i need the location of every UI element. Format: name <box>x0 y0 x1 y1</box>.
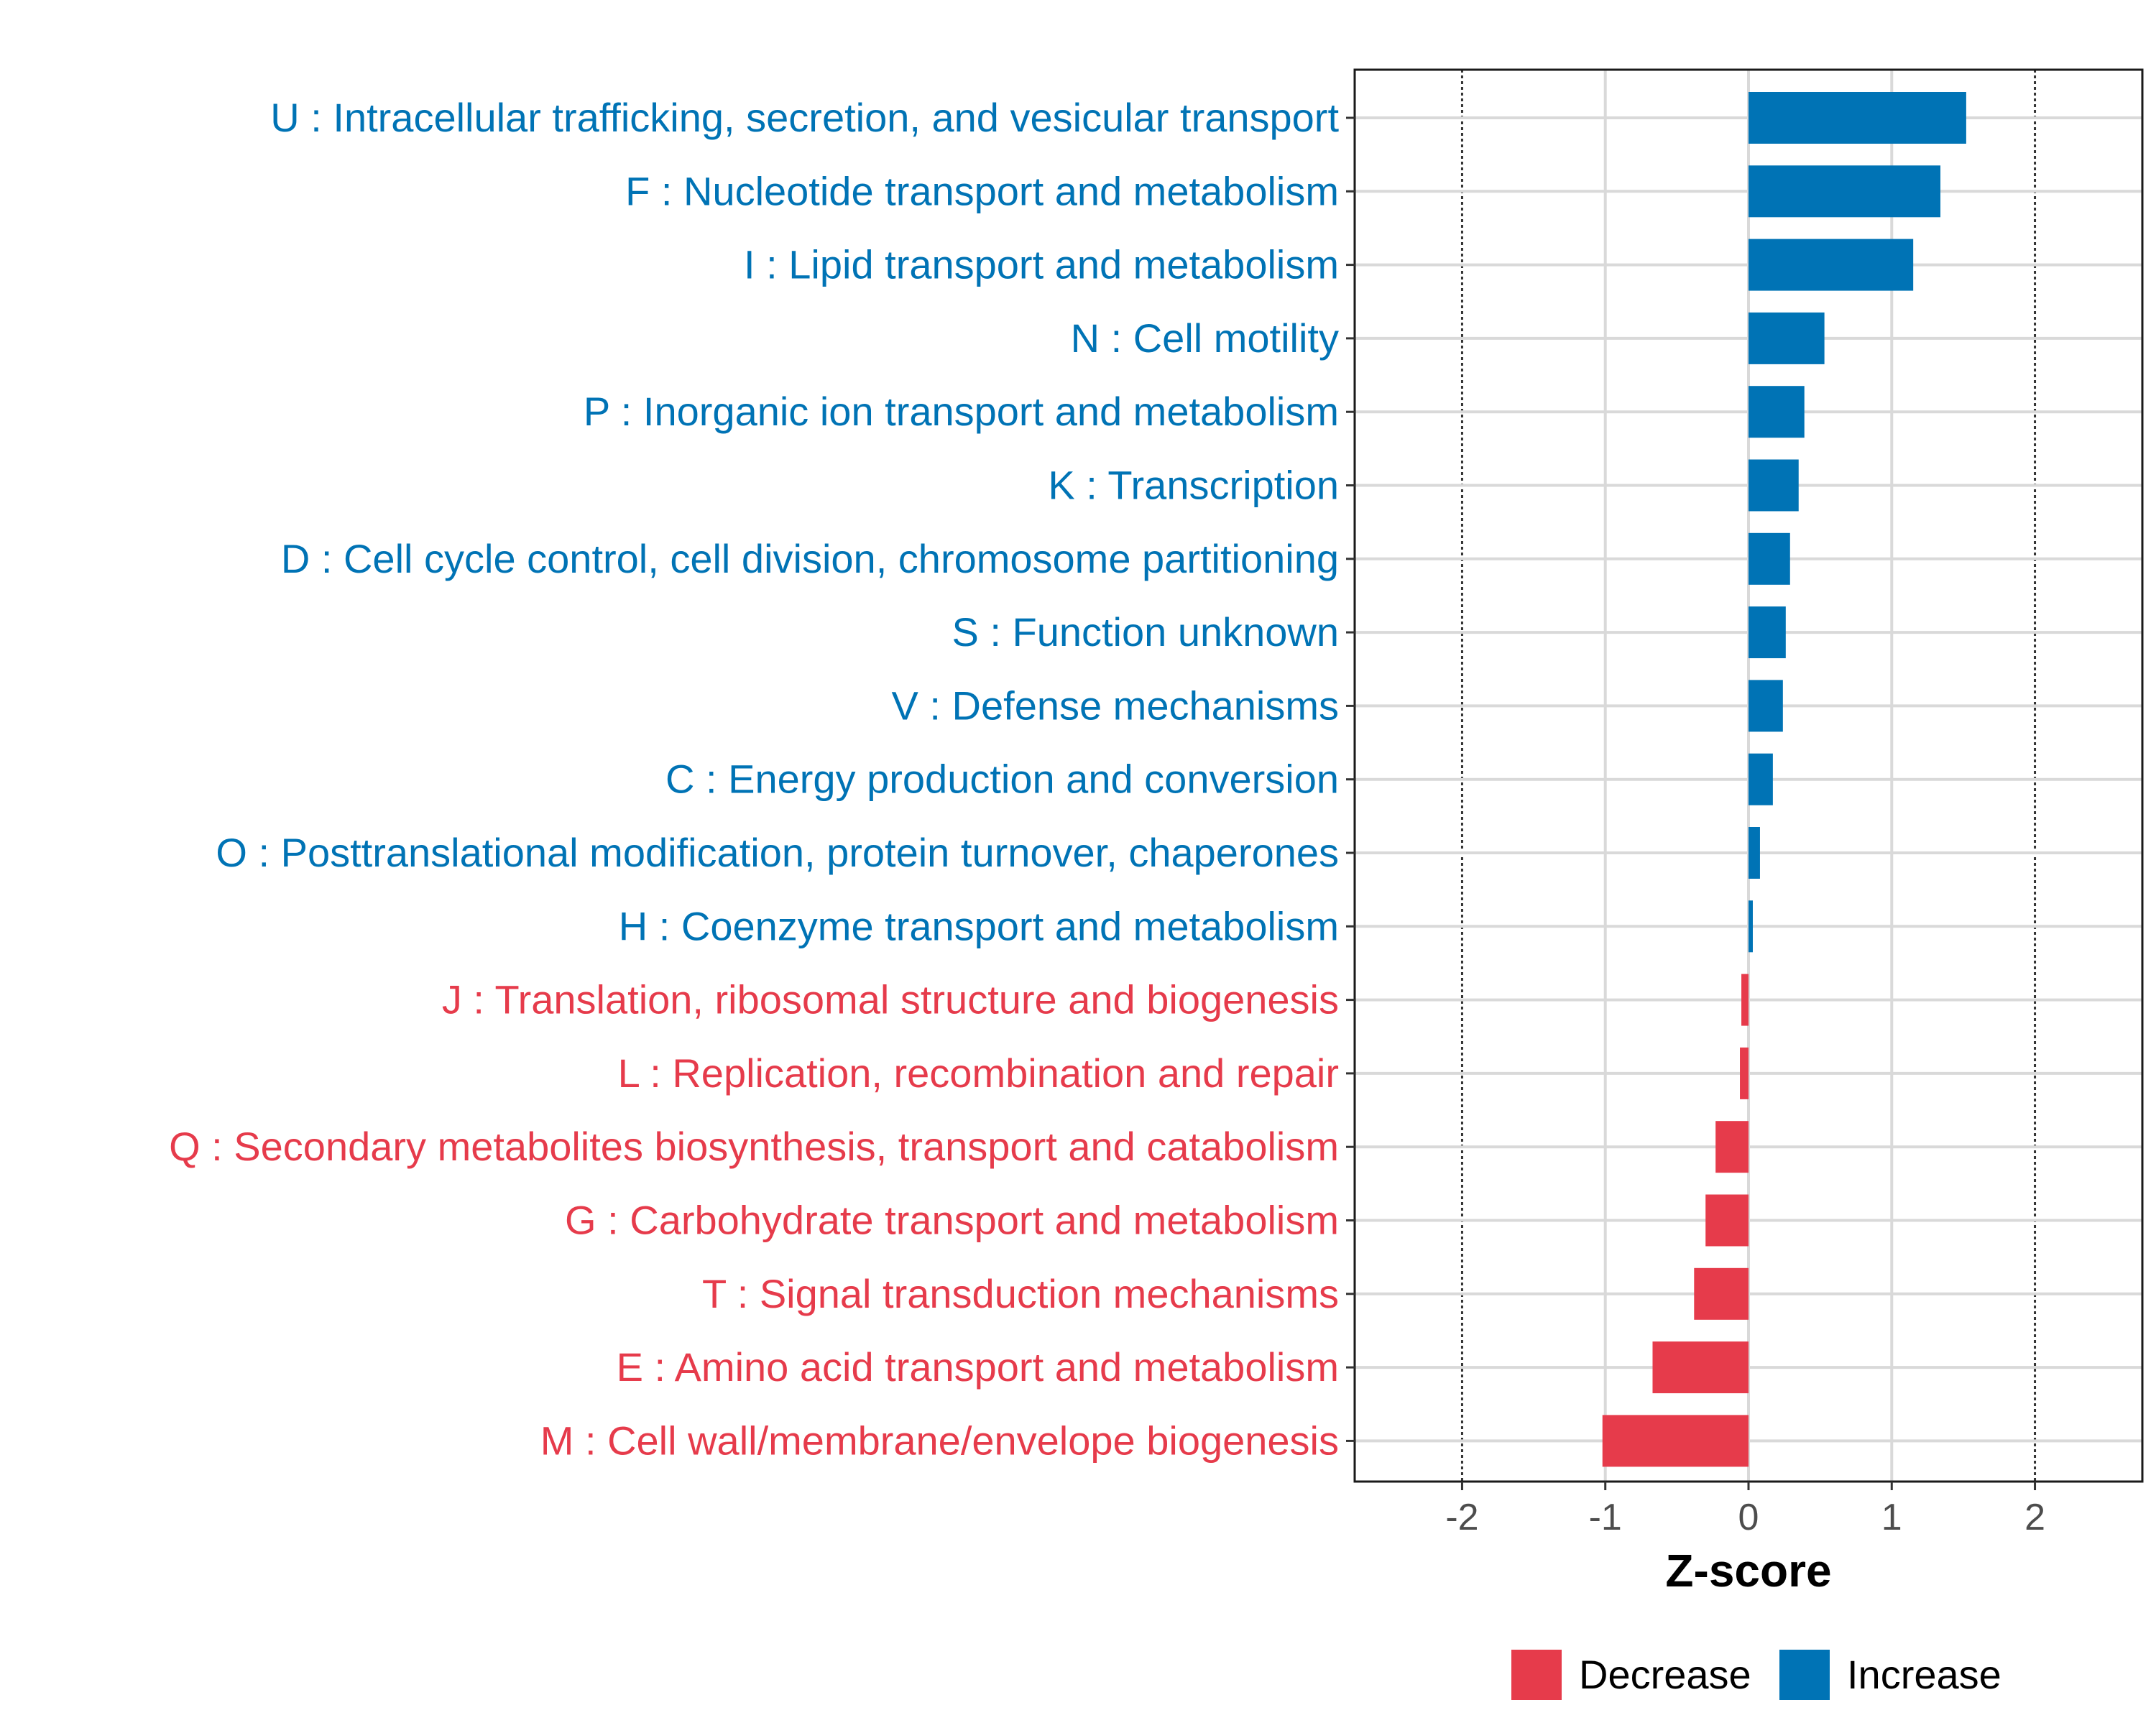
legend-key-decrease <box>1511 1650 1562 1700</box>
category-label: E : Amino acid transport and metabolism <box>617 1344 1339 1390</box>
bar <box>1741 974 1749 1026</box>
bar <box>1749 827 1760 879</box>
category-label: I : Lipid transport and metabolism <box>744 242 1339 287</box>
bar <box>1740 1047 1749 1099</box>
bar <box>1749 239 1914 291</box>
category-label: D : Cell cycle control, cell division, c… <box>281 536 1339 581</box>
category-label: C : Energy production and conversion <box>665 757 1339 802</box>
bar <box>1705 1194 1749 1247</box>
category-label: V : Defense mechanisms <box>892 683 1339 728</box>
bar <box>1652 1341 1749 1394</box>
x-axis-title: Z-score <box>1665 1545 1831 1597</box>
legend-label-decrease: Decrease <box>1579 1652 1751 1697</box>
bar <box>1694 1267 1749 1320</box>
category-label: L : Replication, recombination and repai… <box>618 1050 1339 1096</box>
bar <box>1749 753 1773 805</box>
legend-label-increase: Increase <box>1847 1652 2001 1697</box>
x-tick-label: 2 <box>2024 1497 2045 1538</box>
x-tick-label: 1 <box>1881 1497 1902 1538</box>
category-label: Q : Secondary metabolites biosynthesis, … <box>169 1124 1339 1169</box>
bar <box>1749 165 1941 218</box>
category-label: K : Transcription <box>1048 463 1339 508</box>
bar <box>1715 1121 1749 1173</box>
category-label: G : Carbohydrate transport and metabolis… <box>565 1198 1339 1243</box>
category-label: O : Posttranslational modification, prot… <box>216 830 1339 875</box>
bar <box>1749 312 1825 364</box>
category-label: S : Function unknown <box>952 609 1339 655</box>
bar <box>1602 1415 1749 1467</box>
bar <box>1749 532 1790 585</box>
category-label: U : Intracellular trafficking, secretion… <box>270 95 1339 140</box>
x-tick-label: -1 <box>1589 1497 1622 1538</box>
bar <box>1749 92 1966 144</box>
bar <box>1749 386 1805 438</box>
bar <box>1749 459 1799 512</box>
legend-key-increase <box>1779 1650 1830 1700</box>
category-label: F : Nucleotide transport and metabolism <box>625 168 1339 213</box>
category-label: N : Cell motility <box>1071 315 1339 361</box>
bar <box>1749 680 1783 732</box>
category-label: H : Coenzyme transport and metabolism <box>619 903 1339 948</box>
category-label: P : Inorganic ion transport and metaboli… <box>584 389 1339 434</box>
bar <box>1749 606 1786 659</box>
x-tick-label: 0 <box>1738 1497 1759 1538</box>
x-tick-label: -2 <box>1445 1497 1478 1538</box>
bar <box>1749 900 1753 953</box>
category-label: T : Signal transduction mechanisms <box>702 1271 1339 1316</box>
category-label: J : Translation, ribosomal structure and… <box>442 977 1339 1022</box>
category-label: M : Cell wall/membrane/envelope biogenes… <box>540 1418 1339 1463</box>
